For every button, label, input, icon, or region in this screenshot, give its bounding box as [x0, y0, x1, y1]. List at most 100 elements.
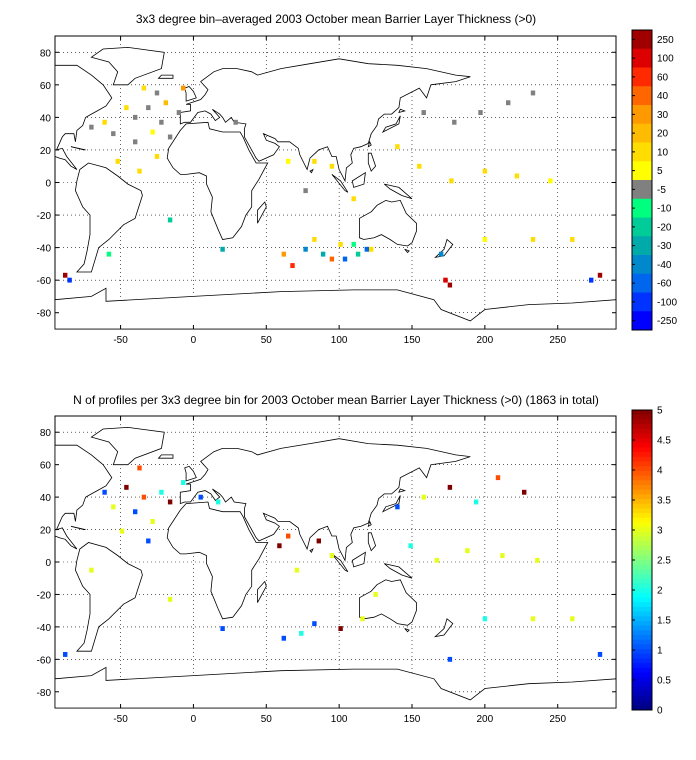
data-cell — [473, 499, 479, 505]
colorbar-band — [632, 433, 652, 439]
colorbar-band — [632, 667, 652, 673]
colorbar-band — [632, 569, 652, 575]
data-cell — [63, 652, 68, 657]
bottom-chart-title: N of profiles per 3x3 degree bin for 200… — [73, 393, 599, 407]
colorbar-band — [632, 123, 652, 143]
data-cell — [133, 509, 138, 515]
colorbar-band — [632, 536, 652, 542]
colorbar-band — [632, 48, 652, 68]
data-cell — [570, 616, 575, 622]
colorbar-band — [632, 527, 652, 533]
data-cell — [522, 489, 527, 495]
y-tick-label: 80 — [40, 428, 52, 439]
data-cell — [589, 277, 594, 283]
data-cell — [220, 626, 225, 631]
colorbar-tick-label: -5 — [657, 185, 666, 196]
coastline — [351, 171, 366, 188]
colorbar-tick-label: -250 — [657, 316, 677, 327]
data-cell — [482, 168, 488, 174]
data-cell — [373, 592, 378, 597]
data-cell — [146, 538, 151, 544]
top-data-cells — [63, 85, 603, 288]
colorbar-band — [632, 555, 652, 561]
colorbar-frame — [631, 29, 653, 331]
coastline — [184, 86, 197, 102]
coastline — [359, 579, 417, 626]
data-cell — [364, 246, 369, 252]
coastline — [367, 152, 377, 172]
data-cell — [106, 251, 112, 257]
data-cell — [495, 475, 501, 481]
data-cell — [447, 656, 453, 662]
top-coastlines — [54, 46, 617, 330]
top-panel: 3x3 degree bin–averaged 2003 October mea… — [37, 12, 678, 346]
data-cell — [277, 543, 282, 549]
colorbar-band — [632, 198, 652, 218]
x-tick-label: 100 — [331, 335, 348, 346]
colorbar-tick-label: 3 — [657, 526, 663, 537]
data-cell — [342, 256, 348, 262]
colorbar-band — [632, 691, 652, 697]
data-cell — [535, 557, 540, 563]
y-tick-label: -20 — [37, 211, 52, 222]
colorbar-tick-label: 4.5 — [657, 436, 671, 447]
colorbar-tick-label: 1.5 — [657, 616, 671, 627]
data-cell — [141, 85, 147, 91]
data-cell — [111, 504, 116, 510]
bottom-colorbar: 5 4.5 4 3.5 3 2.5 2 1.5 1 0.5 0 — [631, 406, 671, 717]
colorbar-band — [632, 410, 652, 416]
coastline — [184, 465, 197, 482]
coastline — [404, 248, 410, 254]
data-cell — [449, 178, 454, 184]
coastline — [434, 618, 454, 638]
coastline — [70, 146, 86, 151]
data-cell — [119, 528, 125, 534]
data-cell — [395, 504, 400, 510]
colorbar-band — [632, 452, 652, 458]
colorbar-band — [632, 447, 652, 453]
x-tick-label: 200 — [477, 714, 494, 725]
data-cell — [181, 480, 186, 485]
coastline — [367, 140, 372, 148]
data-cell — [89, 567, 94, 573]
coastline — [157, 454, 174, 459]
data-cell — [163, 100, 168, 106]
data-cell — [281, 635, 286, 641]
colorbar-band — [632, 466, 652, 472]
data-cell — [570, 237, 575, 242]
y-tick-label: -60 — [37, 276, 52, 287]
x-tick-label: 250 — [549, 714, 566, 725]
coastline — [74, 162, 143, 273]
x-tick-label: 50 — [261, 335, 273, 346]
colorbar-band — [632, 705, 652, 711]
colorbar-band — [632, 273, 652, 293]
coastline — [54, 444, 113, 550]
coastline — [90, 46, 165, 86]
colorbar-band — [632, 635, 652, 641]
coastline — [404, 628, 410, 633]
colorbar-band — [632, 649, 652, 655]
coastline — [384, 183, 413, 200]
coastline — [384, 563, 413, 579]
colorbar-band — [632, 180, 652, 200]
y-tick-label: -80 — [37, 688, 52, 699]
x-tick-label: 250 — [549, 335, 566, 346]
data-cell — [181, 85, 186, 91]
data-cell — [63, 272, 68, 278]
colorbar-band — [632, 419, 652, 425]
colorbar-tick-label: 0.5 — [657, 676, 671, 687]
coastline — [257, 580, 267, 603]
data-cell — [67, 277, 72, 283]
colorbar-tick-label: 40 — [657, 91, 669, 102]
colorbar-band — [632, 485, 652, 491]
bottom-panel: N of profiles per 3x3 degree bin for 200… — [37, 393, 672, 725]
coastline — [179, 58, 471, 183]
data-cell — [312, 158, 317, 164]
colorbar-band — [632, 105, 652, 125]
data-cell — [478, 110, 483, 115]
data-cell — [150, 129, 155, 135]
data-cell — [111, 131, 116, 137]
y-tick-label: 0 — [45, 179, 51, 190]
colorbar-band — [632, 541, 652, 547]
colorbar-band — [632, 560, 652, 566]
